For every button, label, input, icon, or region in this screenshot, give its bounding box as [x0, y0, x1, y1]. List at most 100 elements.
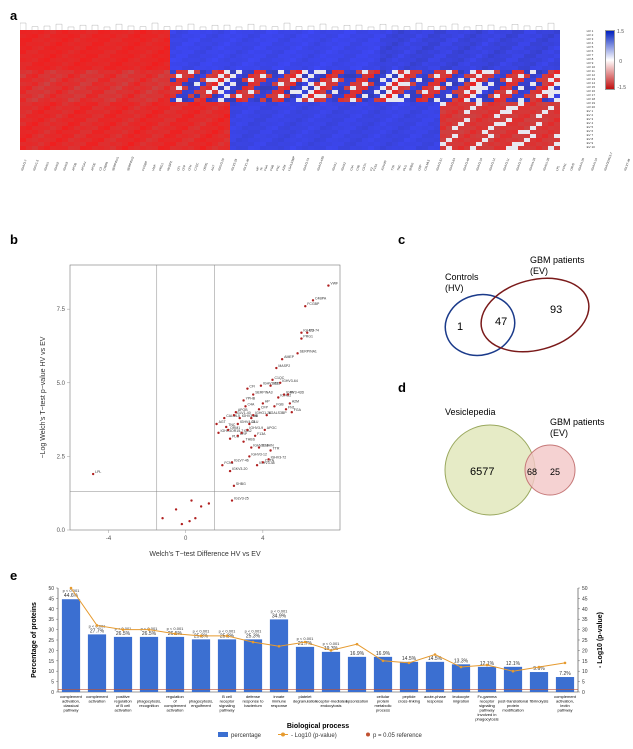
svg-text:GBM patients: GBM patients: [530, 255, 585, 265]
svg-text:25.3%: 25.3%: [246, 633, 261, 639]
svg-text:degranulation: degranulation: [293, 699, 317, 704]
venn-c-panel: Controls(HV)GBM patients(EV)14793: [415, 245, 605, 385]
svg-text:activation: activation: [167, 708, 184, 713]
svg-text:FGA: FGA: [294, 408, 302, 412]
svg-text:process: process: [376, 708, 390, 713]
svg-text:50: 50: [582, 586, 588, 592]
scatter-svg: 0.02.55.07.5-404Welch's T−test Differenc…: [35, 260, 345, 560]
svg-text:16.9%: 16.9%: [376, 651, 391, 657]
svg-text:- Log10 (p-value): - Log10 (p-value): [597, 612, 604, 668]
svg-text:Welch's T−test Difference HV v: Welch's T−test Difference HV vs EV: [149, 551, 261, 558]
panel-b-label: b: [10, 232, 18, 247]
svg-text:30: 30: [582, 628, 588, 634]
svg-text:25: 25: [582, 638, 588, 644]
panel-a-label: a: [10, 8, 17, 23]
svg-text:pathway: pathway: [64, 708, 79, 713]
svg-text:IGHV3-64: IGHV3-64: [282, 379, 298, 383]
svg-text:F13A: F13A: [257, 432, 266, 436]
svg-text:27.7%: 27.7%: [90, 628, 105, 634]
svg-text:opsonization: opsonization: [346, 699, 368, 704]
svg-text:activation: activation: [115, 708, 132, 713]
svg-text:0: 0: [184, 536, 188, 542]
svg-text:−Log Welch's T−test p−value HV: −Log Welch's T−test p−value HV vs EV: [40, 336, 47, 458]
venn-d-svg: VesiclepediaGBM patients(EV)65776825: [415, 390, 605, 530]
svg-text:34.9%: 34.9%: [272, 613, 287, 619]
svg-text:13.3%: 13.3%: [454, 658, 469, 664]
svg-text:FCGBP: FCGBP: [307, 302, 320, 306]
svg-text:C4A: C4A: [248, 402, 255, 406]
svg-text:25: 25: [48, 638, 54, 644]
svg-text:PRG1: PRG1: [303, 335, 313, 339]
svg-text:APOB: APOB: [238, 408, 248, 412]
svg-text:35: 35: [48, 617, 54, 623]
svg-text:HP: HP: [265, 399, 271, 403]
svg-text:phagocytosis: phagocytosis: [475, 717, 498, 722]
svg-text:26.5%: 26.5%: [116, 631, 131, 637]
svg-text:fibrinolysis: fibrinolysis: [530, 699, 549, 704]
venn-d-panel: VesiclepediaGBM patients(EV)65776825: [415, 390, 605, 530]
svg-text:THBS: THBS: [246, 438, 256, 442]
svg-text:A2M: A2M: [292, 399, 299, 403]
svg-text:35: 35: [582, 617, 588, 623]
heatmap-colorbar: 1.5 0 -1.5: [605, 30, 615, 90]
svg-text:activation: activation: [89, 699, 106, 704]
svg-text:LGALS3BP: LGALS3BP: [269, 411, 288, 415]
svg-text:12.1%: 12.1%: [506, 661, 521, 667]
svg-text:15: 15: [582, 659, 588, 665]
svg-text:AMEP: AMEP: [284, 355, 295, 359]
svg-text:engulfment: engulfment: [191, 703, 212, 708]
svg-text:50: 50: [48, 586, 54, 592]
svg-text:ORM1: ORM1: [230, 426, 240, 430]
svg-text:(HV): (HV): [445, 283, 464, 293]
svg-text:p < 0.001: p < 0.001: [167, 626, 185, 631]
svg-text:pathway: pathway: [558, 708, 573, 713]
svg-text:p < 0.001: p < 0.001: [323, 641, 341, 646]
svg-text:p = 0.05 reference: p = 0.05 reference: [373, 733, 423, 739]
svg-text:- Log10 (p-value): - Log10 (p-value): [291, 733, 337, 739]
heatmap-grid: [20, 30, 560, 150]
svg-text:modification: modification: [502, 708, 523, 713]
svg-text:CLU: CLU: [251, 420, 258, 424]
svg-text:recognition: recognition: [139, 703, 159, 708]
svg-text:SERPINA1: SERPINA1: [300, 349, 317, 353]
svg-text:IGLV3-25: IGLV3-25: [234, 497, 249, 501]
bar-chart-panel: 0510152025303540455005101520253035404550…: [28, 580, 608, 740]
svg-text:IGLV7-46: IGLV7-46: [234, 458, 249, 462]
svg-text:0.0: 0.0: [57, 528, 66, 534]
svg-text:SHBG: SHBG: [236, 482, 246, 486]
svg-text:6577: 6577: [470, 466, 494, 478]
svg-text:migration: migration: [453, 699, 469, 704]
svg-text:93: 93: [550, 304, 562, 316]
svg-text:MASP2: MASP2: [278, 364, 290, 368]
svg-text:5: 5: [51, 680, 54, 686]
svg-text:5: 5: [582, 680, 585, 686]
svg-text:pathway: pathway: [220, 708, 235, 713]
panel-d-label: d: [398, 380, 406, 395]
svg-text:20: 20: [48, 648, 54, 654]
svg-text:7.5: 7.5: [57, 307, 66, 313]
svg-text:20: 20: [582, 648, 588, 654]
heatmap-dendrogram: [20, 20, 560, 30]
svg-text:10: 10: [48, 669, 54, 675]
svg-text:endocytosis: endocytosis: [320, 703, 341, 708]
heatmap-col-labels: IGHV3-7IGKV1-5IGHG1IGHG2IGHG3APOBAPOA1AP…: [20, 170, 560, 192]
svg-text:40: 40: [48, 607, 54, 613]
svg-text:Vesiclepedia: Vesiclepedia: [445, 407, 496, 417]
bar-svg: 0510152025303540455005101520253035404550…: [28, 580, 608, 740]
svg-text:25: 25: [550, 467, 560, 477]
svg-text:IGHV3-72: IGHV3-72: [271, 455, 287, 459]
svg-text:C3: C3: [309, 329, 314, 333]
svg-text:0: 0: [51, 690, 54, 696]
svg-text:bacterium: bacterium: [244, 703, 262, 708]
svg-text:(EV): (EV): [530, 266, 548, 276]
svg-text:-4: -4: [106, 536, 112, 542]
svg-text:26.5%: 26.5%: [142, 631, 157, 637]
svg-text:FGB: FGB: [276, 402, 284, 406]
svg-text:CFP: CFP: [261, 405, 269, 409]
svg-text:SERPINA3: SERPINA3: [255, 391, 272, 395]
svg-text:Controls: Controls: [445, 272, 479, 282]
svg-text:47: 47: [495, 316, 507, 328]
svg-text:CFI: CFI: [249, 385, 255, 389]
svg-text:APOC: APOC: [267, 426, 277, 430]
svg-text:YPHB: YPHB: [246, 396, 256, 400]
